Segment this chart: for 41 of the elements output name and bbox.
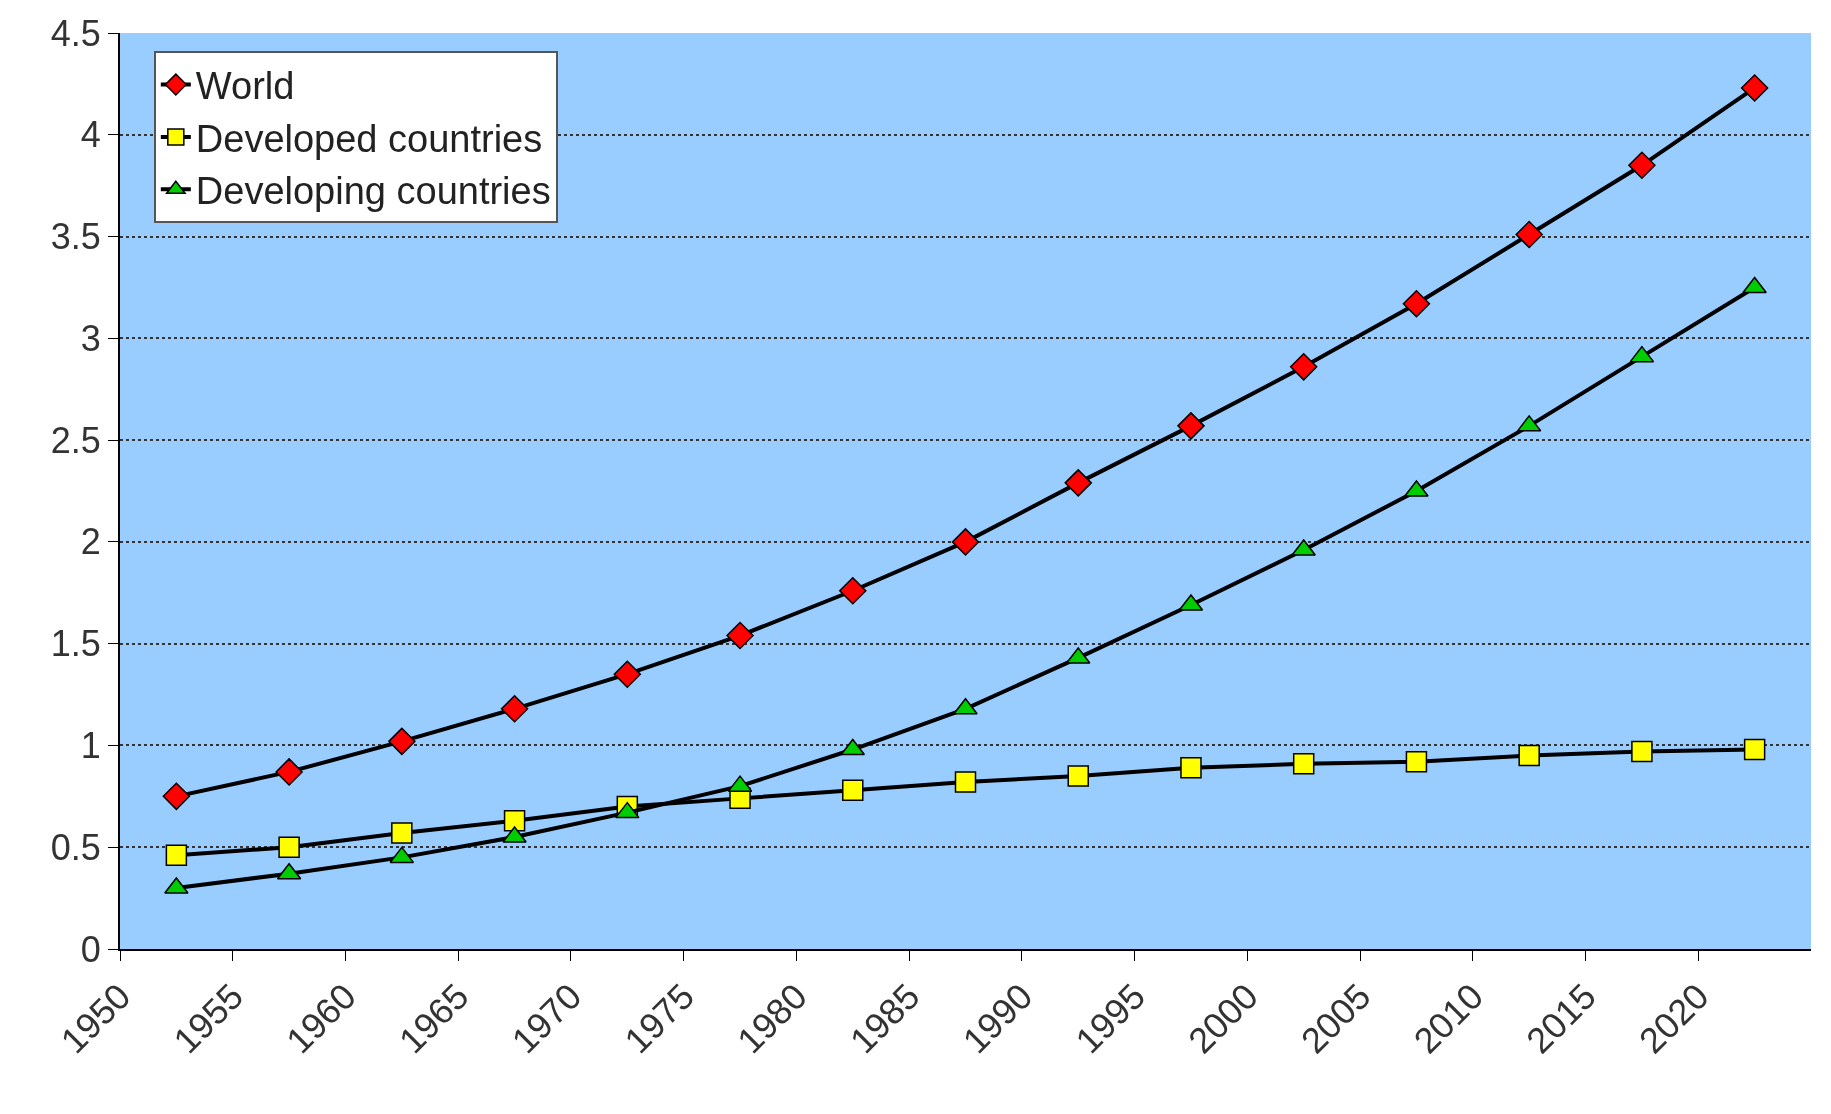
- point: [839, 576, 867, 605]
- point: [1292, 753, 1315, 775]
- point: [388, 727, 416, 756]
- point: [1405, 750, 1428, 773]
- point: [1064, 469, 1092, 497]
- point: [1177, 412, 1205, 440]
- point: [951, 528, 980, 556]
- point: [1180, 757, 1202, 779]
- point: [162, 782, 191, 811]
- point: [1743, 738, 1766, 761]
- point: [954, 771, 977, 793]
- point: [165, 844, 188, 867]
- point: [1067, 765, 1089, 787]
- point: [1402, 289, 1431, 318]
- y-tick-label: 2.5: [50, 419, 101, 461]
- point: [842, 779, 864, 801]
- point: [500, 695, 529, 723]
- point: [1631, 740, 1653, 763]
- legend-label: World: [195, 65, 295, 108]
- y-tick-label: 3: [80, 317, 101, 359]
- y-tick-label: 0: [80, 928, 101, 970]
- point: [1628, 151, 1656, 180]
- legend-label: Developing countries: [195, 170, 551, 213]
- y-tick-label: 1.5: [50, 623, 101, 665]
- y-tick-label: 4: [80, 114, 101, 156]
- point: [275, 758, 303, 786]
- y-tick-label: 2: [80, 521, 101, 563]
- y-tick-label: 1: [80, 725, 101, 767]
- point: [1289, 353, 1318, 381]
- point: [278, 836, 300, 858]
- point: [1518, 744, 1540, 767]
- legend-label: Developed countries: [195, 117, 543, 160]
- point: [391, 822, 413, 844]
- y-tick-label: 4.5: [50, 12, 101, 54]
- y-tick-label: 3.5: [50, 216, 101, 258]
- point: [726, 621, 754, 650]
- point: [613, 660, 642, 688]
- point: [1740, 74, 1769, 102]
- point: [503, 810, 526, 832]
- y-tick-label: 0.5: [50, 826, 101, 868]
- point: [1515, 220, 1543, 249]
